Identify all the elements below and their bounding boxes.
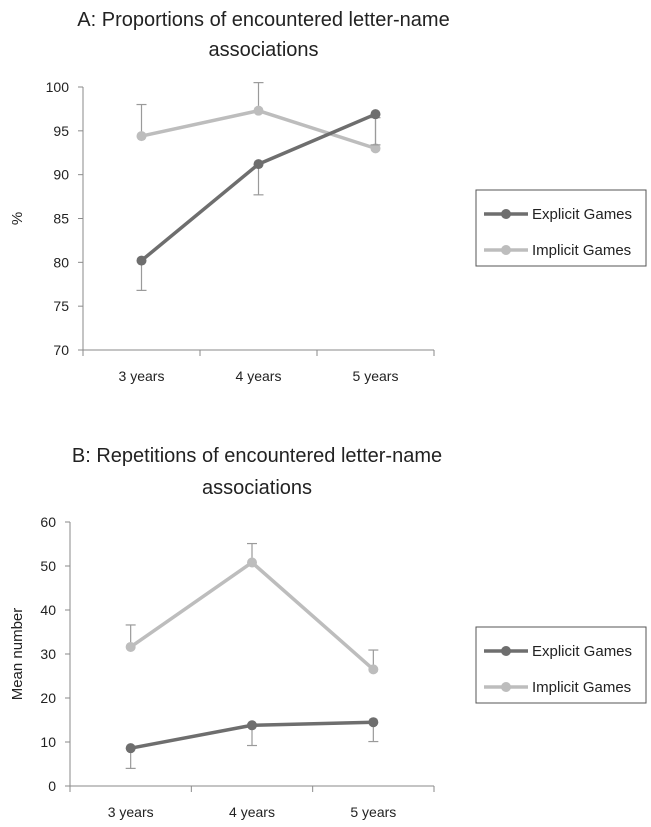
legend-swatch-marker bbox=[501, 209, 511, 219]
chart-title-line: associations bbox=[202, 477, 312, 499]
y-tick-label: 80 bbox=[53, 254, 69, 270]
data-point bbox=[136, 131, 147, 142]
y-tick-label: 50 bbox=[40, 558, 56, 574]
data-point bbox=[368, 717, 379, 728]
y-tick-label: 85 bbox=[53, 211, 69, 227]
series-implicit-games bbox=[125, 542, 379, 675]
chart-b: B: Repetitions of encountered letter-nam… bbox=[9, 445, 647, 820]
y-tick-label: 95 bbox=[53, 123, 69, 139]
legend-label: Implicit Games bbox=[532, 679, 631, 696]
series-explicit-games bbox=[125, 717, 379, 770]
y-tick-label: 10 bbox=[40, 734, 56, 750]
x-tick-label: 5 years bbox=[353, 368, 399, 384]
y-tick-label: 75 bbox=[53, 298, 69, 314]
data-point bbox=[253, 105, 264, 116]
chart-title-line: A: Proportions of encountered letter-nam… bbox=[77, 9, 449, 31]
y-tick-label: 60 bbox=[40, 514, 56, 530]
y-axis-label: % bbox=[9, 212, 26, 225]
data-point bbox=[125, 743, 136, 754]
data-point bbox=[125, 641, 136, 652]
series-implicit-games bbox=[136, 82, 381, 154]
data-point bbox=[253, 159, 264, 170]
series-line bbox=[129, 560, 375, 671]
x-tick-label: 5 years bbox=[350, 804, 396, 820]
y-tick-label: 30 bbox=[40, 646, 56, 662]
legend-swatch-marker bbox=[501, 646, 511, 656]
legend-label: Explicit Games bbox=[532, 643, 632, 660]
y-tick-label: 70 bbox=[53, 342, 69, 358]
data-point bbox=[370, 143, 381, 154]
legend-label: Implicit Games bbox=[532, 242, 631, 259]
data-point bbox=[368, 664, 379, 675]
x-tick-label: 3 years bbox=[108, 804, 154, 820]
legend: Explicit Games Implicit Games bbox=[475, 626, 647, 704]
chart-title-line: B: Repetitions of encountered letter-nam… bbox=[72, 445, 442, 467]
y-axis-label: Mean number bbox=[9, 608, 26, 701]
chart-title-line: associations bbox=[208, 39, 318, 61]
y-tick-label: 100 bbox=[46, 79, 70, 95]
legend-swatch-marker bbox=[501, 682, 511, 692]
y-tick-label: 90 bbox=[53, 167, 69, 183]
data-point bbox=[370, 109, 381, 120]
data-point bbox=[136, 255, 147, 266]
data-point bbox=[247, 557, 257, 568]
y-tick-label: 40 bbox=[40, 602, 56, 618]
legend-swatch-marker bbox=[501, 245, 511, 255]
series-explicit-games bbox=[136, 109, 381, 291]
chart-a: A: Proportions of encountered letter-nam… bbox=[9, 9, 647, 384]
y-tick-label: 0 bbox=[48, 778, 56, 794]
legend-label: Explicit Games bbox=[532, 206, 632, 223]
y-tick-label: 20 bbox=[40, 690, 56, 706]
data-point bbox=[247, 720, 257, 731]
x-tick-label: 3 years bbox=[119, 368, 165, 384]
legend: Explicit Games Implicit Games bbox=[475, 189, 647, 267]
x-tick-label: 4 years bbox=[236, 368, 282, 384]
x-tick-label: 4 years bbox=[229, 804, 275, 820]
